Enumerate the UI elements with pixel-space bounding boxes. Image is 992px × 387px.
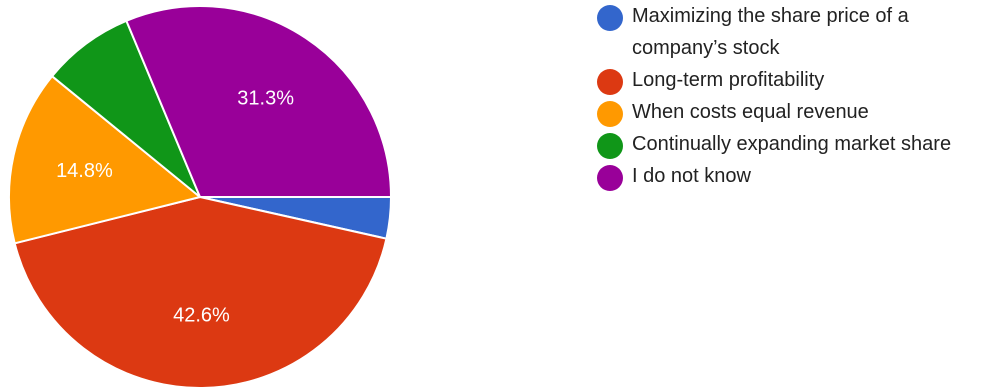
pie-label-long-term-profitability: 42.6% bbox=[173, 304, 230, 326]
legend-item-long-term-profitability[interactable]: Long-term profitability bbox=[597, 64, 987, 96]
legend-swatch-costs-equal-revenue bbox=[597, 101, 623, 127]
legend-item-do-not-know[interactable]: I do not know bbox=[597, 160, 987, 192]
legend-item-costs-equal-revenue[interactable]: When costs equal revenue bbox=[597, 96, 987, 128]
pie-slice-long-term-profitability[interactable] bbox=[13, 195, 388, 387]
legend: Maximizing the share price of a company’… bbox=[597, 0, 987, 192]
legend-label-do-not-know: I do not know bbox=[632, 165, 751, 187]
legend-swatch-long-term-profitability bbox=[597, 69, 623, 95]
legend-label-costs-equal-revenue: When costs equal revenue bbox=[632, 101, 869, 123]
pie-slice-costs-equal-revenue[interactable] bbox=[8, 74, 203, 245]
pie-label-costs-equal-revenue: 14.8% bbox=[56, 160, 113, 182]
pie-slice-market-share[interactable] bbox=[50, 19, 201, 198]
pie-chart: 42.6% 14.8% 31.3% bbox=[8, 5, 393, 387]
legend-swatch-market-share bbox=[597, 133, 623, 159]
legend-item-market-share[interactable]: Continually expanding market share bbox=[597, 128, 987, 160]
legend-label-long-term-profitability: Long-term profitability bbox=[632, 69, 825, 91]
legend-label-market-share: Continually expanding market share bbox=[632, 133, 952, 155]
legend-swatch-share-price bbox=[597, 5, 623, 31]
pie-slice-do-not-know[interactable] bbox=[125, 5, 393, 198]
legend-label-share-price: Maximizing the share price of a company’… bbox=[632, 5, 909, 59]
pie-label-do-not-know: 31.3% bbox=[237, 87, 294, 109]
legend-item-share-price[interactable]: Maximizing the share price of a company’… bbox=[597, 0, 987, 64]
legend-swatch-do-not-know bbox=[597, 165, 623, 191]
